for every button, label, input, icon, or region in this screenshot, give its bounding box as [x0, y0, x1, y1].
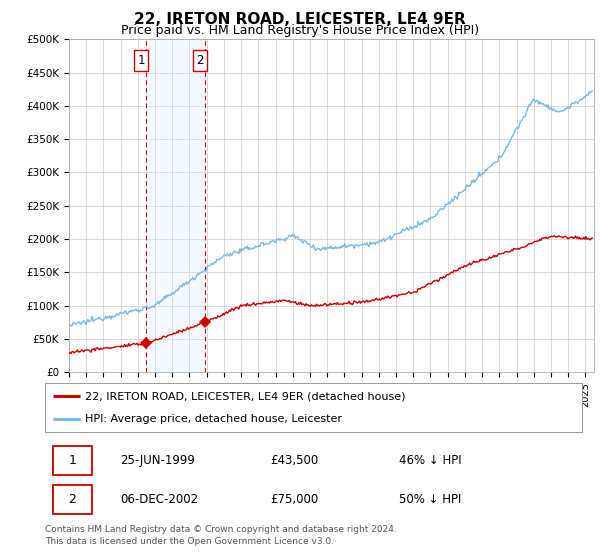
Text: 46% ↓ HPI: 46% ↓ HPI	[400, 454, 462, 467]
Text: 22, IRETON ROAD, LEICESTER, LE4 9ER (detached house): 22, IRETON ROAD, LEICESTER, LE4 9ER (det…	[85, 391, 406, 402]
Text: Price paid vs. HM Land Registry's House Price Index (HPI): Price paid vs. HM Land Registry's House …	[121, 24, 479, 36]
FancyBboxPatch shape	[53, 446, 92, 475]
Text: 25-JUN-1999: 25-JUN-1999	[120, 454, 195, 467]
Text: 22, IRETON ROAD, LEICESTER, LE4 9ER: 22, IRETON ROAD, LEICESTER, LE4 9ER	[134, 12, 466, 27]
Text: 1: 1	[68, 454, 76, 467]
Bar	[146, 39, 205, 372]
Text: 1: 1	[137, 54, 145, 67]
Text: Contains HM Land Registry data © Crown copyright and database right 2024.
This d: Contains HM Land Registry data © Crown c…	[45, 525, 397, 546]
Text: 50% ↓ HPI: 50% ↓ HPI	[400, 493, 462, 506]
Text: 2: 2	[68, 493, 76, 506]
Text: £43,500: £43,500	[271, 454, 319, 467]
Text: 06-DEC-2002: 06-DEC-2002	[120, 493, 199, 506]
Text: HPI: Average price, detached house, Leicester: HPI: Average price, detached house, Leic…	[85, 414, 342, 424]
Text: £75,000: £75,000	[271, 493, 319, 506]
Text: 2: 2	[196, 54, 204, 67]
FancyBboxPatch shape	[53, 485, 92, 514]
